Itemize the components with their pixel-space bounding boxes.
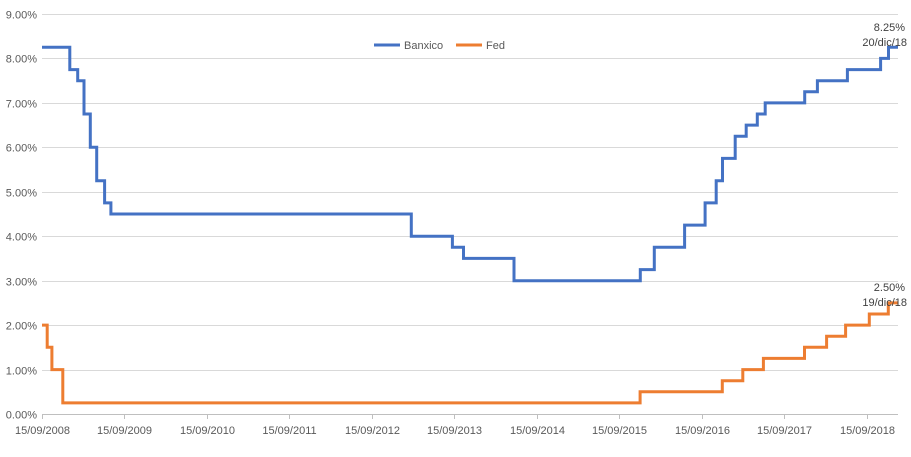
series-line-fed [42, 301, 898, 405]
x-tick-label: 15/09/2012 [345, 425, 400, 437]
y-tick-label: 7.00% [6, 99, 37, 111]
x-tick-label: 15/09/2013 [427, 425, 482, 437]
annotation-layer: 8.25% 20/dic/18 2.50% 19/dic/18 [862, 22, 907, 309]
y-tick-label: 3.00% [6, 277, 37, 289]
axis-layer: 0.00% 1.00% 2.00% 3.00% 4.00% 5.00% 6.00% 7.00%… [6, 10, 895, 438]
x-tick-label: 15/09/2008 [15, 425, 70, 437]
x-tick-label: 15/09/2009 [97, 425, 152, 437]
legend-label-banxico: Banxico [404, 40, 443, 52]
x-tick-label: 15/09/2017 [757, 425, 812, 437]
fed-end-date-label: 19/dic/18 [862, 297, 907, 309]
y-tick-label: 1.00% [6, 366, 37, 378]
y-tick-label: 9.00% [6, 10, 37, 22]
y-tick-label: 6.00% [6, 143, 37, 155]
banxico-end-value-label: 8.25% [874, 22, 905, 34]
fed-end-value-label: 2.50% [874, 282, 905, 294]
x-tick-label: 15/09/2010 [180, 425, 235, 437]
grid-layer [42, 14, 898, 415]
x-tick-label: 15/09/2011 [262, 425, 316, 437]
y-tick-label: 4.00% [6, 232, 37, 244]
banxico-end-date-label: 20/dic/18 [862, 37, 907, 49]
x-tick-label: 15/09/2014 [510, 425, 565, 437]
x-tick-label: 15/09/2018 [840, 425, 895, 437]
series-line-banxico [42, 45, 898, 283]
y-tick-label: 2.00% [6, 321, 37, 333]
x-tick-label: 15/09/2015 [592, 425, 647, 437]
y-tick-label: 5.00% [6, 188, 37, 200]
legend-label-fed: Fed [486, 40, 505, 52]
legend: Banxico Fed [374, 40, 505, 52]
y-tick-label: 8.00% [6, 54, 37, 66]
series-layer [42, 45, 898, 405]
y-tick-label: 0.00% [6, 410, 37, 422]
x-tick-label: 15/09/2016 [675, 425, 730, 437]
